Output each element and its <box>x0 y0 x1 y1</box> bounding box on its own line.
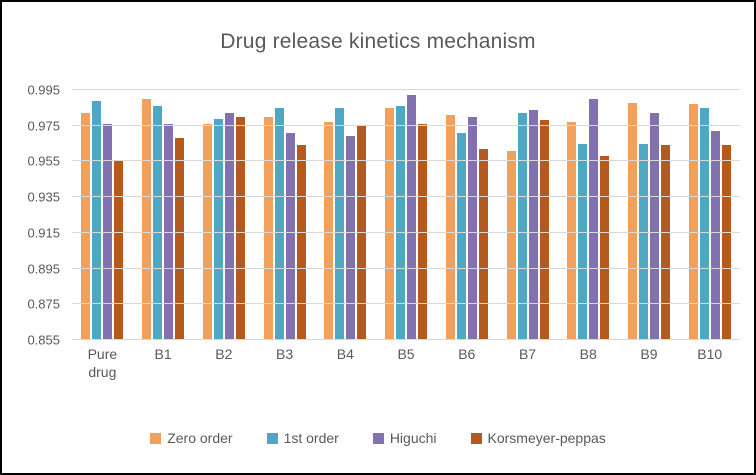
bar-1st-order <box>517 113 527 340</box>
x-tick-label: B9 <box>640 346 658 362</box>
bar-korsmeyer-peppas <box>175 138 185 340</box>
bar-zero-order <box>688 104 698 340</box>
legend-label: 1st order <box>283 430 339 446</box>
bar-group <box>497 90 558 340</box>
bar-zero-order <box>506 150 516 340</box>
bar-higuchi <box>224 113 234 340</box>
bar-group <box>436 90 497 340</box>
y-tick-label: 0.955 <box>27 153 60 169</box>
x-tick-label: B5 <box>397 346 415 362</box>
gridline <box>72 89 740 90</box>
bar-1st-order <box>92 100 102 340</box>
bar-korsmeyer-peppas <box>235 116 245 340</box>
bar-zero-order <box>142 98 152 340</box>
y-tick-label: 0.915 <box>27 225 60 241</box>
plot-area <box>72 89 740 340</box>
bar-korsmeyer-peppas <box>660 145 670 340</box>
bar-1st-order <box>335 107 345 340</box>
x-tick-label: B3 <box>276 346 294 362</box>
legend-swatch <box>150 432 162 444</box>
gridline <box>72 196 740 198</box>
bar-1st-order <box>153 106 163 340</box>
legend: Zero order 1st order Higuchi Korsmeyer-pepp… <box>2 430 754 446</box>
legend-label: Higuchi <box>389 430 437 446</box>
bar-higuchi <box>710 131 720 340</box>
legend-item: Korsmeyer-peppas <box>470 430 606 446</box>
bar-group <box>558 90 619 340</box>
x-tick-label: B10 <box>697 346 723 362</box>
bar-korsmeyer-peppas <box>721 145 731 340</box>
bar-higuchi <box>649 113 659 340</box>
y-tick-label: 0.935 <box>27 189 60 205</box>
bar-higuchi <box>467 116 477 340</box>
bar-group <box>619 90 680 340</box>
x-tick-label: B8 <box>579 346 597 362</box>
x-tick-label: B6 <box>458 346 476 362</box>
x-tick-label: B1 <box>154 346 172 362</box>
gridline <box>72 303 740 305</box>
bar-higuchi <box>285 132 295 340</box>
y-tick-label: 0.995 <box>27 82 60 98</box>
bar-1st-order <box>699 107 709 340</box>
bar-higuchi <box>407 95 417 340</box>
legend-label: Zero order <box>167 430 233 446</box>
bar-zero-order <box>627 102 637 340</box>
gridline <box>72 231 740 233</box>
bar-zero-order <box>324 122 334 340</box>
x-tick-label: B4 <box>336 346 354 362</box>
chart-title: Drug release kinetics mechanism <box>220 30 536 53</box>
legend-item: 1st order <box>266 430 339 446</box>
legend-item: Zero order <box>150 430 233 446</box>
bar-zero-order <box>81 113 91 340</box>
bar-higuchi <box>528 109 538 340</box>
bar-zero-order <box>567 122 577 340</box>
bar-1st-order <box>213 118 223 340</box>
bar-higuchi <box>589 98 599 340</box>
bar-1st-order <box>396 106 406 340</box>
bar-zero-order <box>385 107 395 340</box>
y-axis-labels: 0.855 0.875 0.895 0.915 0.935 0.955 0.975 0.995 <box>8 83 60 348</box>
bar-group <box>254 90 315 340</box>
x-tick-label: B7 <box>518 346 537 362</box>
legend-item: Higuchi <box>372 430 437 446</box>
bar-korsmeyer-peppas <box>539 120 549 340</box>
bar-1st-order <box>578 143 588 340</box>
bar-groups <box>72 90 740 340</box>
bar-zero-order <box>263 116 273 340</box>
gridline <box>72 339 740 340</box>
x-tick-label: B2 <box>215 346 233 362</box>
bar-korsmeyer-peppas <box>114 161 124 340</box>
y-tick-label: 0.855 <box>27 332 60 348</box>
legend-label: Korsmeyer-peppas <box>487 430 606 446</box>
gridline <box>72 267 740 269</box>
bar-1st-order <box>456 132 466 340</box>
legend-swatch <box>266 432 278 444</box>
bar-korsmeyer-peppas <box>478 148 488 340</box>
bar-zero-order <box>445 115 455 340</box>
y-tick-label: 0.975 <box>27 118 60 134</box>
legend-swatch <box>372 432 384 444</box>
bar-higuchi <box>346 136 356 340</box>
x-tick-label: Pure drug <box>87 346 118 380</box>
y-tick-label: 0.895 <box>27 261 60 277</box>
y-tick-label: 0.875 <box>27 296 60 312</box>
legend-swatch <box>470 432 482 444</box>
x-axis-labels: Pure drug B1 B2 B3 B4 B5 B6 B7 B8 B9 B10 <box>72 346 740 381</box>
bar-1st-order <box>274 107 284 340</box>
bar-korsmeyer-peppas <box>357 125 367 340</box>
gridline <box>72 160 740 162</box>
bar-1st-order <box>638 143 648 340</box>
bar-group <box>679 90 740 340</box>
bar-korsmeyer-peppas <box>296 145 306 340</box>
bar-group <box>315 90 376 340</box>
gridline <box>72 124 740 126</box>
bar-korsmeyer-peppas <box>600 156 610 340</box>
